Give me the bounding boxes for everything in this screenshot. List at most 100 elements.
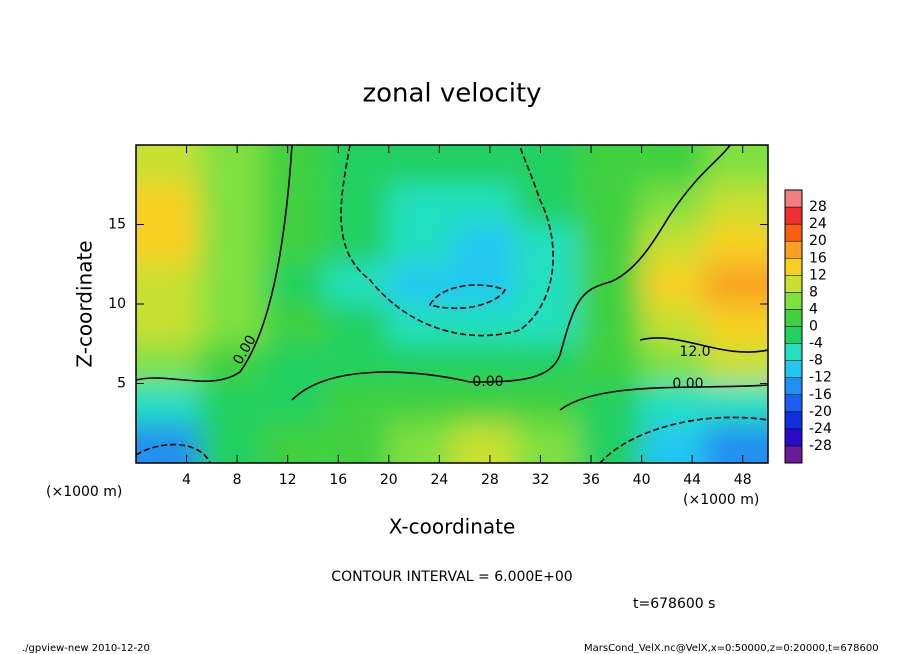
contour-line [136,145,293,383]
colorbar-box [784,292,803,310]
field-cell [199,264,263,304]
contour-line [428,284,507,310]
field-cell [199,383,263,424]
contour-label: 0.00 [472,374,503,390]
field-cell [136,343,200,384]
x-tick-label: 24 [430,472,448,488]
colorbar-tick-label: -28 [809,438,832,454]
field-cell [325,145,389,185]
colorbar-tick-label: 16 [809,250,827,266]
colorbar-box [784,189,803,208]
field-cell [325,184,389,225]
contour-label: 0.00 [672,376,703,392]
field-cell [262,145,326,185]
colorbar-tick-label: -24 [809,421,832,437]
field-cell [388,224,452,265]
colorbar-tick-label: -16 [809,387,832,403]
colorbar-box [784,206,803,225]
x-tick-label: 4 [182,472,191,488]
field-cell [388,145,452,185]
field-cell [578,184,642,225]
field-cell [578,264,642,304]
field-cell [704,343,768,384]
colorbar-box [784,309,803,327]
field-cell [325,383,389,424]
colorbar-tick-label: 28 [809,199,827,215]
field-cell [262,343,326,384]
colorbar-box [784,445,803,464]
colorbar-tick-label: 8 [809,284,818,300]
field-cell [199,184,263,225]
field-cell [199,145,263,185]
field-cell [704,383,768,424]
colorbar-box [784,377,803,395]
x-tick-label: 8 [233,472,242,488]
field-cell [704,184,768,225]
field-cell [641,343,705,384]
colorbar-tick-label: -12 [809,370,832,386]
field-cell [136,145,200,185]
field-cell [388,423,452,463]
field-cell [388,304,452,344]
y-axis-label: Z-coordinate [73,240,97,367]
field-cell [578,145,642,185]
field-cell [262,264,326,304]
field-cell [136,224,200,265]
x-tick-label: 40 [633,472,651,488]
x-tick-label: 28 [481,472,499,488]
field-cell [136,184,200,225]
field-cell [515,383,579,424]
x-unit: (×1000 m) [683,492,759,508]
chart-title: zonal velocity [362,79,541,109]
footer-left: ./gpview-new 2010-12-20 [22,643,150,654]
field-cell [452,224,516,265]
field-cell [578,304,642,344]
colorbar-tick-label: 12 [809,267,827,283]
colorbar-tick-label: 24 [809,216,827,232]
colorbar-box [784,360,803,378]
field-cell [388,343,452,384]
contour-line [559,384,768,411]
colorbar-frame [784,189,803,464]
field-cell [578,343,642,384]
field-cell [452,304,516,344]
colorbar-box [784,394,803,413]
colorbar-tick-label: -8 [809,353,823,369]
colorbar-tick-label: -4 [809,336,823,352]
contour-line [136,443,211,463]
colorbar-box [784,275,803,293]
y-tick-label: 15 [108,217,126,233]
field-cell [578,423,642,463]
field-cell [515,423,579,463]
time-label: t=678600 s [633,596,715,612]
field-cell [452,383,516,424]
field-cell [704,145,768,185]
colorbar-tick-label: 0 [809,319,818,335]
field-cell [325,224,389,265]
field-cell [262,184,326,225]
field-cell [641,184,705,225]
field-cell [515,304,579,344]
contour-interval: CONTOUR INTERVAL = 6.000E+00 [331,569,572,585]
colorbar-box [784,428,803,447]
colorbar-box [784,240,803,259]
contour-line [599,416,768,463]
colorbar-tick-label: 4 [809,301,818,317]
x-tick-label: 44 [683,472,701,488]
y-tick-label: 5 [117,376,126,392]
x-tick-label: 36 [582,472,600,488]
field-cell [262,304,326,344]
colorbar-box [784,326,803,344]
field-cell [515,145,579,185]
field-cell [704,304,768,344]
x-tick-label: 32 [532,472,550,488]
field-cell [452,264,516,304]
field-cell [704,264,768,304]
x-tick-label: 16 [329,472,347,488]
colorbar-box [784,258,803,276]
y-unit: (×1000 m) [46,484,122,500]
field-cell [199,224,263,265]
field-cell [199,304,263,344]
field-cell [452,184,516,225]
